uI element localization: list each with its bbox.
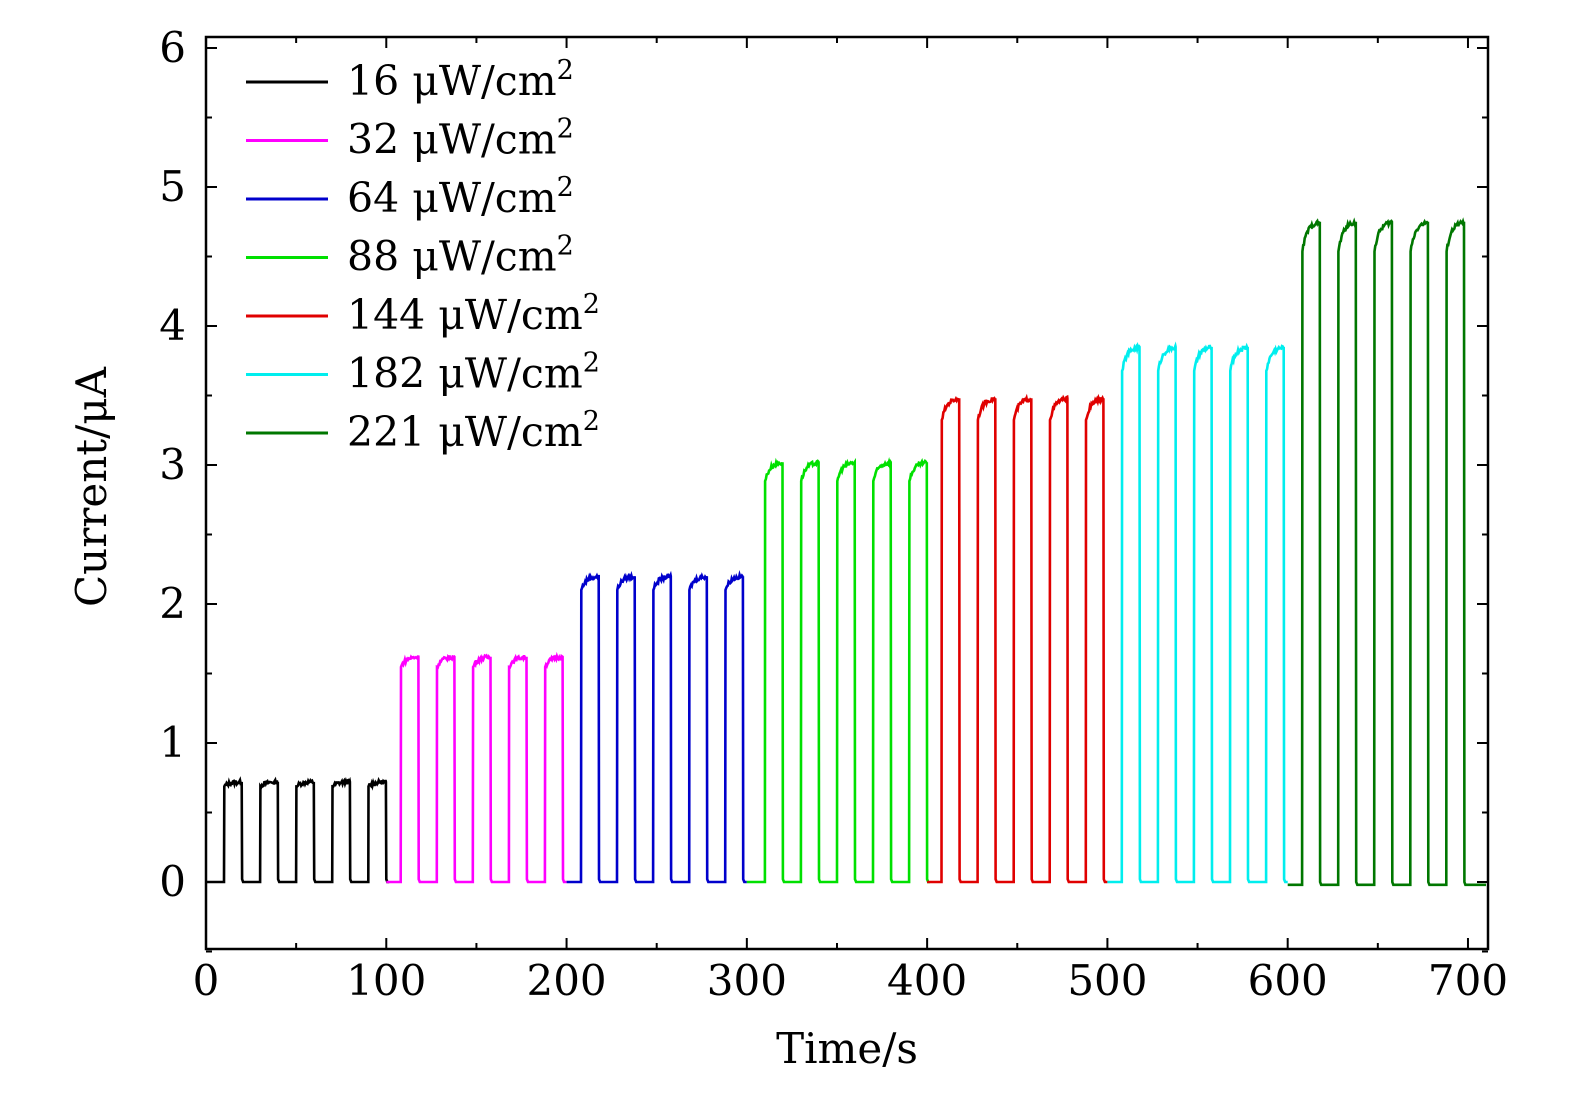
y-tick-label: 0	[159, 857, 186, 906]
legend-item-144: 144 μW/cm2	[246, 289, 600, 339]
series-layer	[206, 217, 1486, 887]
x-tick-label: 400	[887, 956, 967, 1005]
x-tick-label: 100	[346, 956, 426, 1005]
series-line-32	[386, 651, 567, 884]
series-line-16	[206, 776, 390, 884]
x-tick-label: 200	[526, 956, 606, 1005]
legend-label: 221 μW/cm2	[347, 406, 600, 456]
x-axis-title: Time/s	[776, 1024, 918, 1073]
y-tick-label: 1	[159, 718, 186, 767]
x-tick-label: 300	[707, 956, 787, 1005]
y-tick-label: 2	[159, 579, 186, 628]
y-axis-title: Current/μA	[67, 366, 116, 607]
legend-item-182: 182 μW/cm2	[246, 348, 600, 398]
legend-item-221: 221 μW/cm2	[246, 406, 600, 456]
plot-frame	[204, 35, 1490, 951]
legend-label: 182 μW/cm2	[347, 348, 600, 398]
legend-label: 32 μW/cm2	[347, 114, 574, 164]
y-tick-label: 6	[159, 23, 186, 72]
legend: 16 μW/cm2 32 μW/cm2 64 μW/cm2 88 μW/cm2 144 …	[246, 55, 600, 456]
series-line-88	[746, 457, 931, 884]
legend-label: 16 μW/cm2	[347, 55, 574, 105]
series-line-144	[927, 393, 1108, 884]
x-tick-label: 600	[1248, 956, 1328, 1005]
legend-item-32: 32 μW/cm2	[246, 114, 574, 164]
legend-item-64: 64 μW/cm2	[246, 172, 574, 222]
series-line-64	[566, 570, 747, 884]
legend-label: 88 μW/cm2	[347, 231, 574, 281]
y-tick-label: 3	[159, 440, 186, 489]
x-tick-label: 500	[1067, 956, 1147, 1005]
x-tick-label: 700	[1428, 956, 1508, 1005]
legend-item-88: 88 μW/cm2	[246, 231, 574, 281]
x-tick-label: 0	[193, 956, 220, 1005]
series-line-182	[1107, 341, 1288, 884]
ticks-layer: 0 100 200 300 400 500 600 700 0 1 2 3 4 5 6	[159, 23, 1508, 1005]
legend-label: 64 μW/cm2	[347, 172, 574, 222]
y-tick-label: 5	[159, 162, 186, 211]
series-line-221	[1287, 217, 1486, 887]
legend-item-16: 16 μW/cm2	[246, 55, 574, 105]
y-tick-label: 4	[159, 301, 186, 350]
legend-label: 144 μW/cm2	[347, 289, 600, 339]
